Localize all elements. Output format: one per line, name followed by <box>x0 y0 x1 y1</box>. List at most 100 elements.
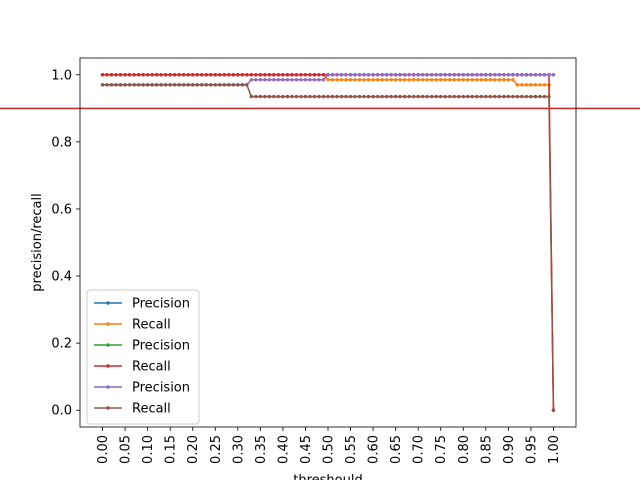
legend-label: Recall <box>132 318 171 333</box>
data-point <box>344 73 348 77</box>
data-point <box>222 83 226 87</box>
data-point <box>317 94 321 99</box>
data-point <box>411 78 416 82</box>
data-point <box>285 94 290 99</box>
data-point <box>425 78 429 82</box>
data-point <box>326 78 330 82</box>
data-point <box>443 94 447 99</box>
data-point <box>371 78 375 82</box>
data-point <box>335 73 339 77</box>
data-point <box>375 94 380 99</box>
data-point <box>461 94 465 99</box>
data-point <box>222 73 226 77</box>
data-point <box>371 94 375 99</box>
data-point <box>276 94 281 99</box>
legend-label: Precision <box>132 297 190 312</box>
data-point <box>420 94 425 99</box>
x-tick-label: 0.45 <box>299 435 314 464</box>
data-point <box>547 73 551 77</box>
data-point <box>515 83 520 87</box>
data-point <box>475 78 479 82</box>
data-point <box>227 73 231 77</box>
legend-marker <box>106 385 110 389</box>
data-point <box>398 73 402 77</box>
data-point <box>321 94 326 99</box>
data-point <box>303 73 308 77</box>
data-point <box>434 78 438 82</box>
data-point <box>430 73 434 77</box>
data-point <box>258 94 263 99</box>
data-point <box>109 83 114 87</box>
data-point <box>308 73 312 77</box>
data-point <box>195 83 199 87</box>
data-point <box>303 94 308 99</box>
data-point <box>312 94 317 99</box>
data-point <box>366 73 371 77</box>
data-point <box>258 73 263 77</box>
data-point <box>168 73 172 77</box>
data-point <box>411 94 416 99</box>
data-point <box>357 78 362 82</box>
data-point <box>105 83 109 87</box>
x-tick-label: 1.00 <box>547 435 562 464</box>
x-tick-label: 0.85 <box>479 435 494 464</box>
data-point <box>118 73 123 77</box>
data-point <box>484 78 488 82</box>
data-point <box>263 73 267 77</box>
data-point <box>236 83 240 87</box>
data-point <box>294 73 299 77</box>
data-point <box>285 78 290 82</box>
data-point <box>231 73 236 77</box>
data-point <box>290 94 294 99</box>
data-point <box>439 73 443 77</box>
data-point <box>290 73 294 77</box>
data-point <box>457 78 461 82</box>
data-point <box>529 83 533 87</box>
data-point <box>204 83 208 87</box>
data-point <box>393 78 398 82</box>
data-point <box>547 94 551 99</box>
data-point <box>475 73 479 77</box>
data-point <box>317 73 321 77</box>
data-point <box>191 83 195 87</box>
data-point <box>493 94 497 99</box>
data-point <box>348 94 353 99</box>
data-point <box>218 73 222 77</box>
x-tick-label: 0.90 <box>502 435 517 464</box>
data-point <box>470 94 474 99</box>
data-point <box>326 73 330 77</box>
data-point <box>123 73 127 77</box>
data-point <box>272 73 276 77</box>
legend-marker <box>106 406 110 410</box>
data-point <box>245 73 249 77</box>
data-point <box>457 73 461 77</box>
data-point <box>105 73 109 77</box>
data-point <box>299 94 303 99</box>
data-point <box>533 73 538 77</box>
data-point <box>538 73 542 77</box>
data-point <box>502 94 506 99</box>
data-point <box>191 73 195 77</box>
x-tick-label: 0.65 <box>389 435 404 464</box>
data-point <box>281 78 285 82</box>
data-point <box>204 73 208 77</box>
data-point <box>281 94 285 99</box>
data-point <box>344 94 348 99</box>
data-point <box>366 78 371 82</box>
x-tick-label: 0.05 <box>119 435 134 464</box>
data-point <box>321 73 326 77</box>
x-tick-label: 0.30 <box>231 435 246 464</box>
data-point <box>402 78 407 82</box>
data-point <box>159 73 163 77</box>
x-tick-label: 0.00 <box>96 435 111 464</box>
data-point <box>520 83 524 87</box>
data-point <box>416 94 420 99</box>
data-point <box>515 73 520 77</box>
data-point <box>551 73 556 77</box>
data-point <box>524 94 529 99</box>
x-tick-label: 0.50 <box>322 435 337 464</box>
data-point <box>538 94 542 99</box>
legend-marker <box>106 364 110 368</box>
data-point <box>416 73 420 77</box>
